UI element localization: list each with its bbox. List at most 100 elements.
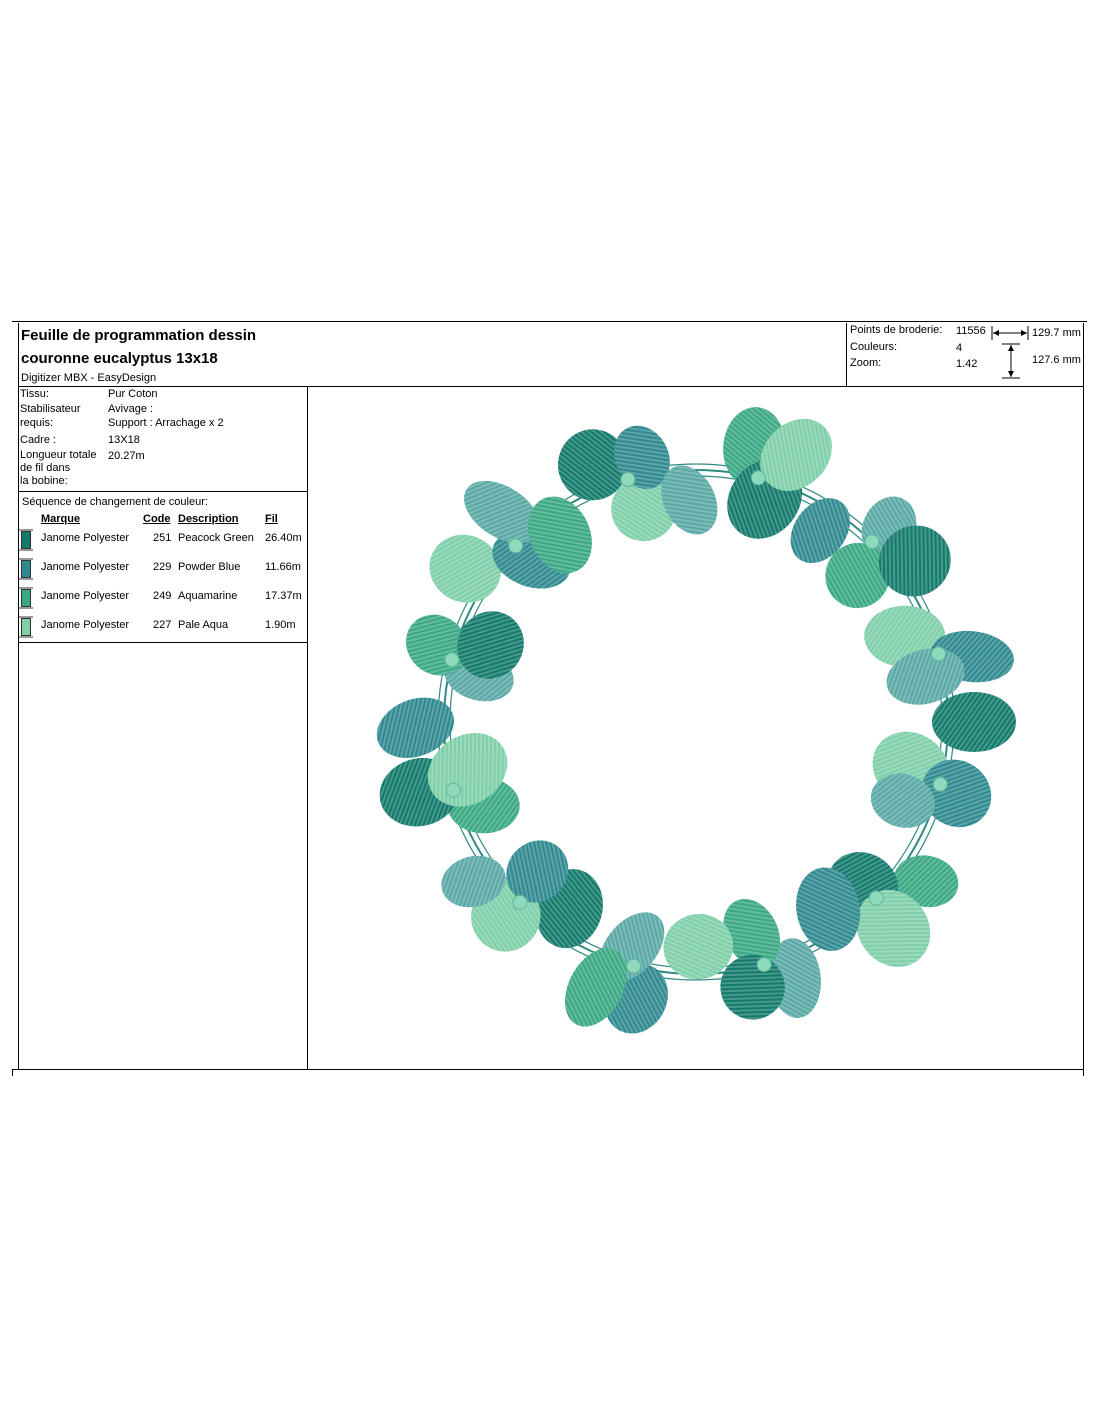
zoom-label: Zoom: — [850, 357, 882, 369]
row-code: 229 — [153, 561, 172, 573]
color-row: Janome Polyester 249 Aquamarine 17.37m — [19, 587, 309, 611]
page-title-line-2: couronne eucalyptus 13x18 — [21, 350, 218, 367]
frame-left-line — [18, 323, 19, 1070]
eucalyptus-leaf — [611, 476, 677, 542]
eucalyptus-leaf — [464, 480, 540, 544]
eucalyptus-leaf — [441, 855, 506, 908]
eucalyptus-leaf — [557, 429, 628, 501]
wreath-buds — [444, 470, 948, 974]
row-code: 227 — [153, 619, 172, 631]
row-thread: 17.37m — [265, 590, 302, 602]
stabilizer-label-1: Stabilisateur — [20, 403, 81, 415]
frame-top-line — [12, 321, 1087, 322]
flower-bud — [868, 890, 884, 906]
color-row: Janome Polyester 227 Pale Aqua 1.90m — [19, 616, 309, 640]
stabilizer-value-1: Avivage : — [108, 403, 154, 415]
thread-spool-icon — [19, 529, 33, 551]
bobbin-label-1: Longueur totale — [20, 449, 97, 461]
frame-tick-left — [12, 1069, 13, 1076]
eucalyptus-leaf — [760, 418, 832, 491]
row-description: Powder Blue — [178, 561, 241, 573]
frame-tick-right — [1083, 1069, 1084, 1076]
flower-bud — [750, 470, 766, 486]
eucalyptus-leaf — [825, 542, 890, 609]
spool-color — [21, 618, 31, 636]
zoom-value: 1.42 — [956, 358, 978, 370]
eucalyptus-leaf — [856, 889, 931, 967]
row-code: 249 — [153, 590, 172, 602]
info-bottom-line — [18, 491, 308, 492]
eucalyptus-leaf — [457, 611, 524, 679]
colors-value: 4 — [956, 342, 963, 354]
flower-bud — [512, 894, 528, 910]
frame-right-line — [1083, 323, 1084, 1070]
eucalyptus-leaf — [870, 773, 935, 828]
thread-spool-icon — [19, 558, 33, 580]
eucalyptus-leaf — [429, 534, 501, 603]
row-description: Pale Aqua — [178, 619, 229, 631]
stitches-value: 11556 — [956, 325, 986, 337]
flower-bud — [932, 776, 948, 792]
fabric-label: Tissu: — [20, 388, 49, 400]
eucalyptus-wreath-design — [376, 407, 1016, 1034]
bobbin-value: 20.27m — [108, 450, 145, 462]
colors-label: Couleurs: — [850, 341, 898, 353]
page-title-line-1: Feuille de programmation dessin — [21, 327, 257, 344]
eucalyptus-leaf — [879, 525, 951, 597]
thread-spool-icon — [19, 587, 33, 609]
row-brand: Janome Polyester — [41, 619, 130, 631]
design-height: 127.6 mm — [1032, 354, 1081, 366]
spool-color — [21, 560, 31, 578]
sequence-title: Séquence de changement de couleur: — [22, 496, 208, 508]
stabilizer-label-2: requis: — [20, 417, 54, 429]
eucalyptus-leaf — [723, 898, 781, 968]
frame-bottom-line — [12, 1069, 1084, 1070]
flower-bud — [444, 652, 460, 668]
header-bottom-line — [18, 386, 1083, 387]
row-code: 251 — [153, 532, 172, 544]
flower-bud — [756, 957, 772, 973]
eucalyptus-leaf — [893, 855, 959, 908]
eucalyptus-leaf — [376, 697, 454, 758]
fabric-value: Pur Coton — [108, 388, 158, 400]
wreath-leaves — [376, 407, 1016, 1034]
eucalyptus-leaf — [720, 955, 785, 1020]
sequence-bottom-line — [18, 642, 308, 643]
eucalyptus-leaf — [796, 867, 861, 951]
row-brand: Janome Polyester — [41, 532, 130, 544]
frame-value: 13X18 — [108, 434, 140, 446]
stitches-label: Points de broderie: — [850, 324, 943, 336]
thread-spool-icon — [19, 616, 33, 638]
dimension-arrows-icon — [991, 326, 1029, 379]
flower-bud — [864, 534, 880, 550]
sidebar-divider — [307, 386, 308, 1069]
eucalyptus-leaf — [886, 648, 965, 705]
column-header-thread: Fil — [265, 513, 278, 525]
stabilizer-value-2: Support : Arrachage x 2 — [108, 417, 224, 429]
frame-label: Cadre : — [20, 434, 57, 446]
flower-bud — [626, 958, 642, 974]
software-label: Digitizer MBX - EasyDesign — [21, 372, 157, 384]
eucalyptus-leaf — [661, 465, 718, 535]
column-header-description: Description — [178, 513, 239, 525]
eucalyptus-leaf — [565, 948, 627, 1027]
flower-bud — [508, 538, 524, 554]
bobbin-label-3: la bobine: — [20, 475, 68, 487]
column-header-code: Code — [143, 513, 171, 525]
flower-bud — [931, 646, 947, 662]
eucalyptus-leaf — [932, 692, 1016, 752]
column-header-brand: Marque — [41, 513, 81, 525]
row-thread: 11.66m — [265, 561, 301, 573]
bobbin-label-2: de fil dans — [20, 462, 71, 474]
row-description: Peacock Green — [178, 532, 254, 544]
design-width: 129.7 mm — [1032, 327, 1081, 339]
eucalyptus-leaf — [790, 498, 850, 564]
color-row: Janome Polyester 251 Peacock Green 26.40… — [19, 529, 309, 553]
flower-bud — [445, 782, 461, 798]
eucalyptus-leaf — [921, 759, 992, 828]
eucalyptus-leaf — [528, 496, 592, 574]
spool-color — [21, 589, 31, 607]
spool-color — [21, 531, 31, 549]
stats-divider — [846, 323, 847, 386]
